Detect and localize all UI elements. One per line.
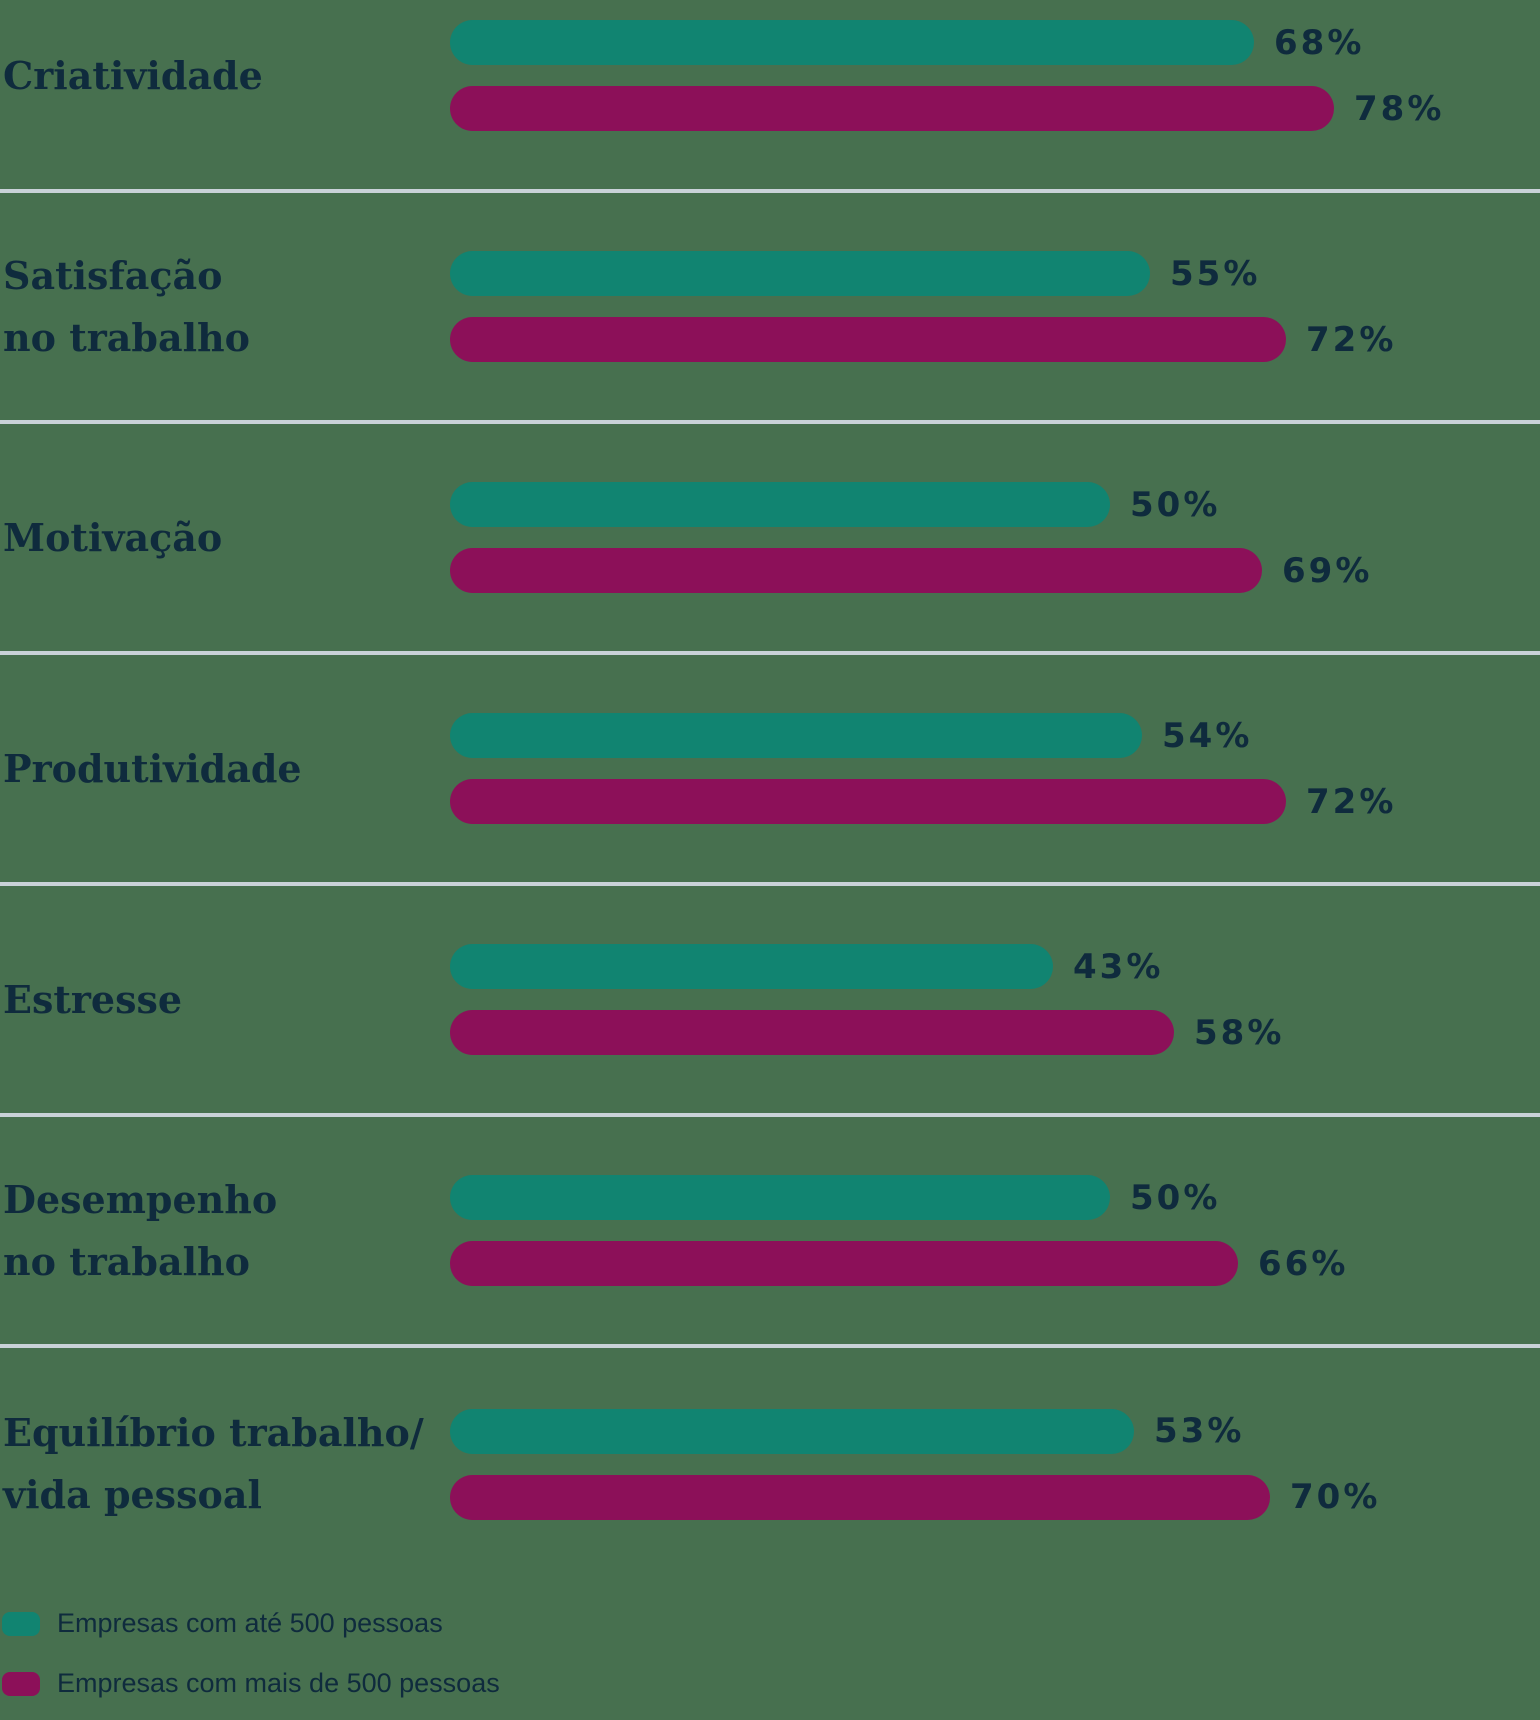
bar-line: 78% xyxy=(450,86,1540,131)
bar-small-companies xyxy=(450,713,1142,758)
bar-value-label: 55% xyxy=(1170,253,1261,294)
bar-value-label: 72% xyxy=(1306,781,1397,822)
bar-value-label: 69% xyxy=(1282,550,1373,591)
bar-value-label: 70% xyxy=(1290,1477,1381,1517)
bar-value-label: 66% xyxy=(1258,1243,1349,1284)
legend: Empresas com até 500 pessoas Empresas co… xyxy=(0,1580,1540,1699)
bar-line: 72% xyxy=(450,317,1540,362)
bar-value-label: 54% xyxy=(1162,715,1253,756)
bar-value-label: 50% xyxy=(1130,484,1221,525)
bar-group: 50% 66% xyxy=(450,1175,1540,1286)
category-label: Criatividade xyxy=(3,52,263,98)
bar-value-label: 72% xyxy=(1306,319,1397,360)
bar-group: 50% 69% xyxy=(450,482,1540,593)
legend-label-small-companies: Empresas com até 500 pessoas xyxy=(57,1608,443,1638)
chart-rows: Criatividade 68% 78% Satisfação no trabalho… xyxy=(0,0,1540,1580)
category-row: Satisfação no trabalho 55% 72% xyxy=(0,193,1540,424)
legend-swatch-magenta xyxy=(2,1671,40,1696)
bar-line: 43% xyxy=(450,944,1540,989)
category-row: Criatividade 68% 78% xyxy=(0,0,1540,193)
bar-line: 58% xyxy=(450,1010,1540,1055)
bar-value-label: 43% xyxy=(1073,946,1164,987)
bar-line: 55% xyxy=(450,251,1540,296)
bar-small-companies xyxy=(450,251,1150,296)
bar-group: 53% 70% xyxy=(450,1408,1540,1520)
legend-swatch-teal xyxy=(2,1611,40,1636)
bar-small-companies xyxy=(450,482,1110,527)
category-label: Estresse xyxy=(3,976,183,1022)
bar-value-label: 68% xyxy=(1274,22,1365,63)
category-row: Produtividade 54% 72% xyxy=(0,655,1540,886)
bar-value-label: 53% xyxy=(1154,1411,1245,1451)
legend-label-large-companies: Empresas com mais de 500 pessoas xyxy=(57,1668,500,1698)
bar-value-label: 50% xyxy=(1130,1177,1221,1218)
bar-large-companies xyxy=(450,1010,1174,1055)
bar-line: 68% xyxy=(450,20,1540,65)
bar-large-companies xyxy=(450,1474,1270,1520)
bar-small-companies xyxy=(450,1175,1110,1220)
bar-group: 54% 72% xyxy=(450,713,1540,824)
bar-small-companies xyxy=(450,1408,1134,1454)
bar-line: 50% xyxy=(450,1175,1540,1220)
category-row: Estresse 43% 58% xyxy=(0,886,1540,1117)
category-row: Equilíbrio trabalho/ vida pessoal 53% 70% xyxy=(0,1348,1540,1580)
category-row: Motivação 50% 69% xyxy=(0,424,1540,655)
bar-large-companies xyxy=(450,317,1286,362)
bar-value-label: 78% xyxy=(1354,88,1445,129)
bar-large-companies xyxy=(450,1241,1238,1286)
category-row: Desempenho no trabalho 50% 66% xyxy=(0,1117,1540,1348)
bar-line: 72% xyxy=(450,779,1540,824)
category-label: Desempenho no trabalho xyxy=(3,1176,278,1284)
category-label: Produtividade xyxy=(3,745,302,791)
bar-line: 54% xyxy=(450,713,1540,758)
category-label: Satisfação no trabalho xyxy=(3,252,250,360)
bar-group: 43% 58% xyxy=(450,944,1540,1055)
bar-group: 55% 72% xyxy=(450,251,1540,362)
bar-line: 66% xyxy=(450,1241,1540,1286)
bar-line: 53% xyxy=(450,1408,1540,1454)
bar-small-companies xyxy=(450,944,1053,989)
category-label: Motivação xyxy=(3,514,223,560)
bar-value-label: 58% xyxy=(1194,1012,1285,1053)
bar-small-companies xyxy=(450,20,1254,65)
bar-line: 69% xyxy=(450,548,1540,593)
bar-line: 70% xyxy=(450,1474,1540,1520)
legend-item-small-companies: Empresas com até 500 pessoas xyxy=(2,1608,1540,1639)
bar-line: 50% xyxy=(450,482,1540,527)
bar-large-companies xyxy=(450,548,1262,593)
category-label: Equilíbrio trabalho/ vida pessoal xyxy=(3,1410,424,1517)
legend-item-large-companies: Empresas com mais de 500 pessoas xyxy=(2,1668,1540,1699)
bar-large-companies xyxy=(450,779,1286,824)
bar-group: 68% 78% xyxy=(450,20,1540,131)
bar-large-companies xyxy=(450,86,1334,131)
